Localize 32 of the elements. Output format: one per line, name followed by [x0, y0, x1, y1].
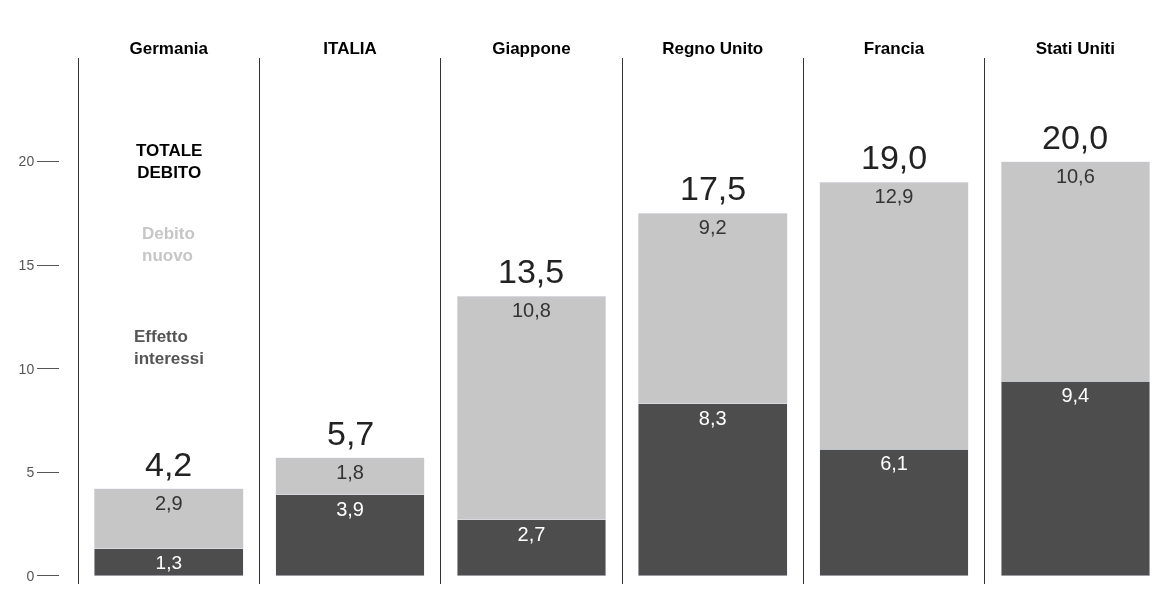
- data-label: 10,6: [1055, 164, 1095, 187]
- data-label: 2,9: [154, 491, 183, 514]
- y-tick-label: 10: [18, 360, 35, 377]
- text: Debito nuovo: [142, 224, 195, 266]
- y-tick-label: 20: [18, 153, 35, 170]
- y-tick-label: 5: [26, 464, 35, 481]
- data-label: 9,2: [698, 216, 727, 239]
- annotation: TOTALE DEBITO: [136, 141, 203, 183]
- y-tick-label: 0: [26, 567, 35, 584]
- data-label: 12,9: [874, 185, 914, 208]
- x-tick-label: Regno Unito: [662, 38, 764, 58]
- data-label: 9,4: [1061, 384, 1090, 407]
- data-label: 10,8: [511, 299, 551, 322]
- total-label: 5,7: [327, 414, 375, 452]
- x-tick-label: Giappone: [492, 38, 571, 58]
- x-tick-label: Germania: [129, 38, 209, 58]
- data-label: 3,9: [336, 497, 365, 520]
- x-tick-label: Francia: [863, 38, 925, 58]
- total-label: 19,0: [861, 138, 928, 176]
- x-tick-label: Stati Uniti: [1035, 38, 1116, 58]
- data-label: 1,8: [336, 460, 365, 483]
- total-label: 20,0: [1042, 118, 1109, 156]
- total-label: 4,2: [145, 445, 193, 483]
- x-tick-label: ITALIA: [323, 38, 377, 58]
- data-label: 8,3: [698, 406, 727, 429]
- total-label: 13,5: [498, 252, 565, 290]
- data-label: 6,1: [880, 452, 908, 475]
- total-label: 17,5: [680, 169, 747, 207]
- y-tick-label: 15: [18, 256, 35, 273]
- text: Effetto interessi: [134, 327, 204, 369]
- data-label: 2,7: [517, 522, 546, 545]
- data-label: 1,3: [155, 551, 182, 573]
